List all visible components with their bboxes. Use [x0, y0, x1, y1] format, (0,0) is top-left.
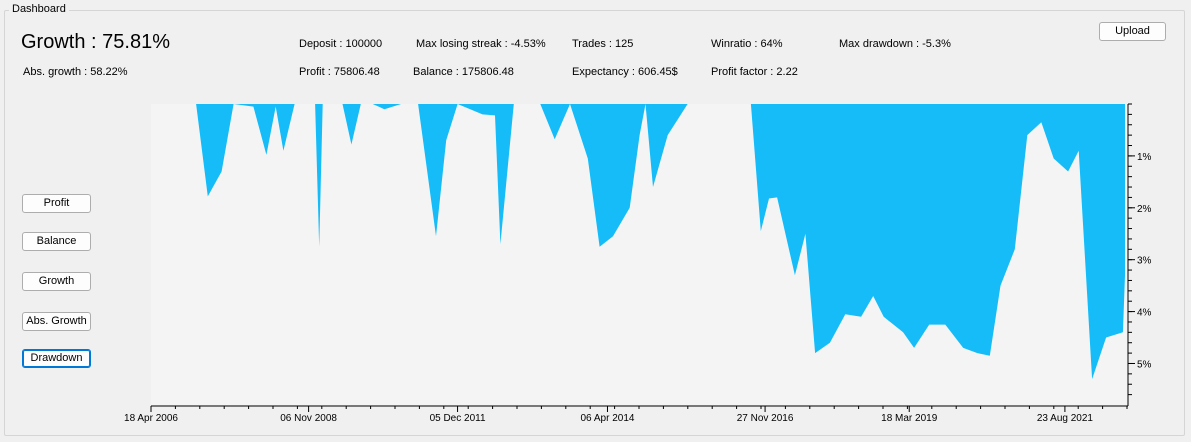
- profit-button[interactable]: Profit: [22, 194, 91, 213]
- expectancy-stat: Expectancy : 606.45$: [572, 66, 678, 78]
- y-tick-label: 4%: [1137, 308, 1152, 319]
- growth-button[interactable]: Growth: [22, 272, 91, 291]
- x-tick-label: 06 Apr 2014: [581, 413, 635, 424]
- growth-headline: Growth : 75.81%: [21, 31, 170, 54]
- max-drawdown-stat: Max drawdown : -5.3%: [839, 38, 951, 50]
- x-tick-label: 18 Mar 2019: [881, 413, 938, 424]
- max-losing-streak-stat: Max losing streak : -4.53%: [416, 38, 546, 50]
- profit-factor-stat: Profit factor : 2.22: [711, 66, 798, 78]
- dashboard-title: Dashboard: [9, 3, 69, 15]
- upload-button[interactable]: Upload: [1099, 22, 1166, 41]
- balance-stat: Balance : 175806.48: [413, 66, 514, 78]
- chart-axes: 18 Apr 2006 06 Nov 2008 05 Dec 2011 06 Apr …: [124, 103, 1152, 424]
- profit-stat: Profit : 75806.48: [299, 66, 380, 78]
- balance-button[interactable]: Balance: [22, 232, 91, 251]
- drawdown-button[interactable]: Drawdown: [22, 349, 91, 368]
- y-tick-label: 3%: [1137, 256, 1152, 267]
- x-tick-label: 06 Nov 2008: [280, 413, 337, 424]
- abs-growth-button[interactable]: Abs. Growth: [22, 312, 91, 331]
- x-tick-label: 23 Aug 2021: [1037, 413, 1094, 424]
- y-tick-label: 1%: [1137, 152, 1152, 163]
- growth-label: Growth :: [21, 31, 97, 53]
- drawdown-area: [151, 104, 1125, 380]
- winratio-stat: Winratio : 64%: [711, 38, 783, 50]
- x-tick-label: 27 Nov 2016: [737, 413, 794, 424]
- dashboard-groupbox: [4, 10, 1185, 436]
- deposit-stat: Deposit : 100000: [299, 38, 383, 50]
- y-tick-label: 2%: [1137, 204, 1152, 215]
- x-tick-label: 05 Dec 2011: [430, 413, 486, 424]
- trades-stat: Trades : 125: [572, 38, 634, 50]
- growth-value: 75.81%: [102, 31, 170, 53]
- abs-growth-stat: Abs. growth : 58.22%: [23, 66, 128, 78]
- y-tick-label: 5%: [1137, 359, 1152, 370]
- x-tick-label: 18 Apr 2006: [124, 413, 178, 424]
